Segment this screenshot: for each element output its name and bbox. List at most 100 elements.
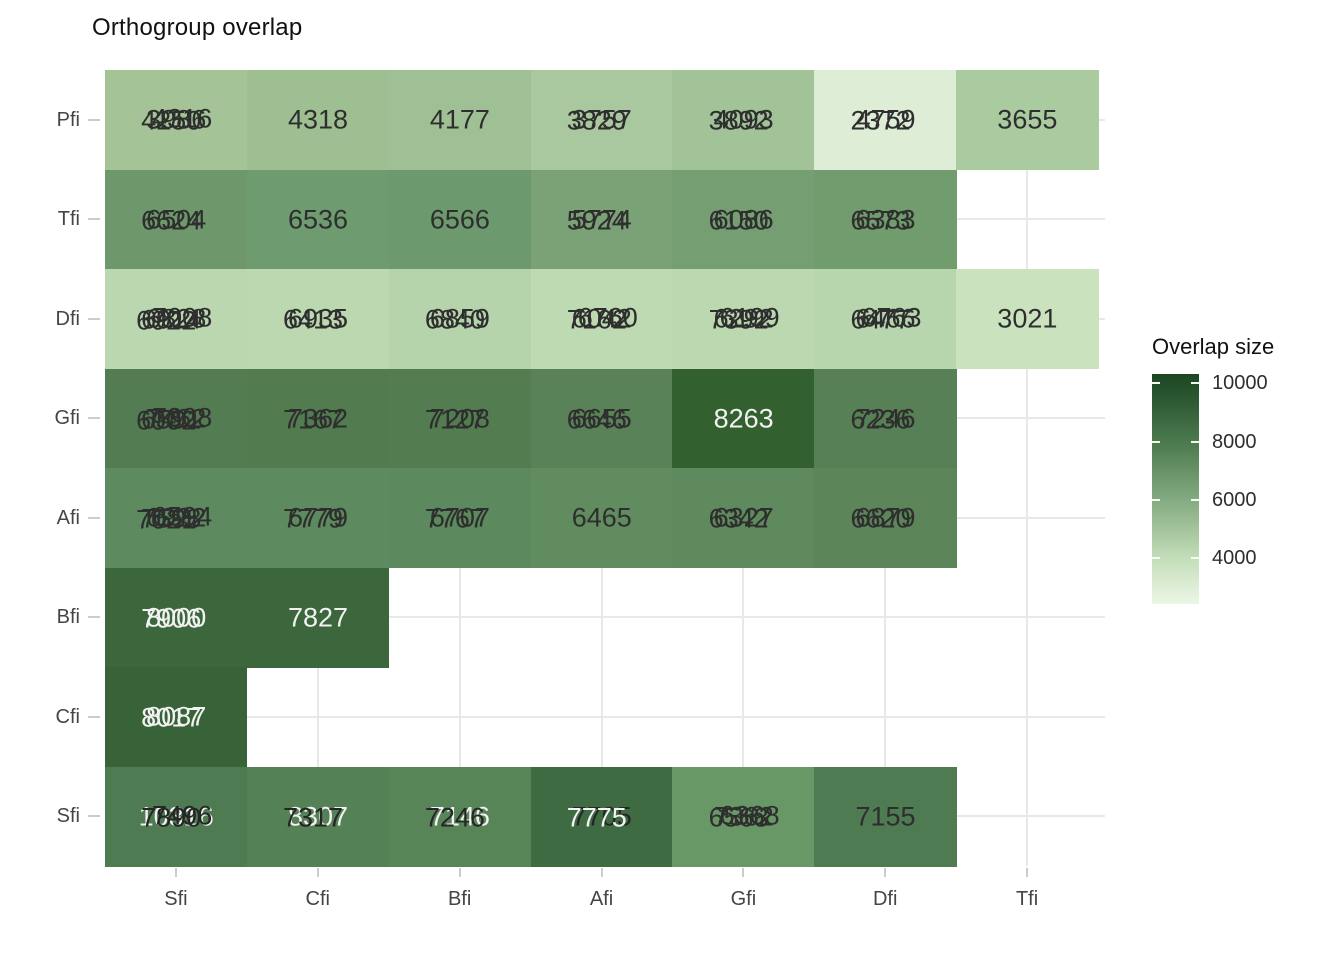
- y-axis-label-Tfi: Tfi: [57, 208, 80, 231]
- x-axis-tick: [884, 868, 887, 877]
- heatmap-tile-Sfi-Gfi: 7362 6568 6368: [672, 766, 815, 867]
- cell-value-label: 6292: [713, 303, 774, 334]
- heatmap-tile-Gfi-Dfi: 7246 6236: [814, 368, 957, 469]
- cell-value-label: 3829: [566, 105, 627, 136]
- heatmap-tile-Gfi-Afi: 6655 6646: [530, 368, 673, 469]
- legend-tick-mark: [1191, 382, 1199, 384]
- cell-value-label: 6935: [288, 303, 349, 334]
- cell-value-label: 3655: [997, 104, 1058, 135]
- cell-value-label: 7246: [424, 802, 485, 832]
- cell-value-label: 6707: [429, 502, 490, 533]
- cell-value-label: 6568: [708, 802, 769, 832]
- cell-value-label: 6828: [146, 303, 207, 334]
- cell-value-label: 7008: [152, 302, 213, 333]
- y-axis-label-Bfi: Bfi: [56, 606, 80, 629]
- heatmap-tile-Gfi-Gfi: 8263: [672, 368, 815, 469]
- cell-value-label: 3021: [997, 303, 1058, 334]
- cell-value-label: 5924: [566, 205, 627, 235]
- cell-value-label: 6383: [855, 204, 916, 234]
- cell-value-label: 8263: [713, 403, 774, 433]
- cell-value-label: 7146: [429, 801, 490, 831]
- y-axis-tick: [88, 815, 100, 818]
- cell-value-label: 6327: [713, 502, 774, 533]
- y-axis-label-Sfi: Sfi: [56, 805, 80, 828]
- cell-value-label: 2372: [850, 105, 911, 136]
- cell-value-label: 7317: [283, 802, 344, 832]
- cell-value-label: 7127: [424, 404, 485, 434]
- y-axis-tick: [88, 715, 100, 718]
- heatmap-tile-Dfi-Bfi: 6859 6840: [388, 269, 532, 369]
- cell-value-label: 7246: [855, 403, 916, 433]
- cell-value-label: 7208: [429, 403, 490, 433]
- heatmap-tile-Pfi-Gfi: 4093 3892: [672, 70, 815, 170]
- y-axis-label-Pfi: Pfi: [56, 108, 80, 131]
- y-axis-tick: [88, 218, 100, 221]
- heatmap-tile-Bfi-Sfi: 8000 7906: [105, 567, 248, 668]
- cell-value-label: 6504: [146, 204, 207, 234]
- cell-value-label: 3986: [146, 104, 207, 135]
- heatmap-tile-Dfi-Gfi: 6292 7392 6199: [672, 269, 815, 369]
- cell-value-label: 7705: [571, 801, 632, 831]
- cell-value-label: 6477: [850, 304, 911, 335]
- cell-value-label: 6573: [850, 205, 911, 235]
- heatmap-tile-Afi-Afi: 6465: [530, 468, 673, 568]
- heatmap-tile-Gfi-Bfi: 7208 7127: [388, 368, 532, 469]
- legend-tick-mark: [1191, 557, 1199, 559]
- cell-value-label: 7906: [141, 603, 202, 633]
- cell-value-label: 4177: [429, 104, 490, 135]
- chart-title: Orthogroup overlap: [92, 14, 303, 41]
- heatmap-tile-Pfi-Bfi: 4177: [388, 70, 532, 170]
- cell-value-label: 3757: [571, 104, 632, 135]
- y-axis-label-Dfi: Dfi: [55, 307, 80, 330]
- heatmap-tile-Sfi-Dfi: 7155: [814, 766, 957, 867]
- cell-value-label: 6536: [288, 204, 349, 234]
- cell-value-label: 6413: [283, 304, 344, 335]
- cell-value-label: 6594: [152, 501, 213, 532]
- cell-value-label: 4250: [141, 105, 202, 136]
- cell-value-label: 6566: [429, 204, 490, 234]
- heatmap-tile-Cfi-Sfi: 8087 8017: [105, 667, 248, 767]
- y-axis-tick: [88, 417, 100, 420]
- cell-value-label: 6760: [577, 302, 638, 333]
- legend-label-8000: 8000: [1212, 431, 1257, 453]
- heatmap-tile-Tfi-Gfi: 6086 6150: [672, 169, 815, 270]
- cell-value-label: 8000: [146, 602, 207, 632]
- heatmap-tile-Pfi-Cfi: 4318: [246, 70, 390, 170]
- heatmap-tile-Dfi-Tfi: 3021: [956, 269, 1099, 369]
- legend-tick-mark: [1191, 499, 1199, 501]
- panel-gridline-h: [105, 616, 1105, 619]
- heatmap-tile-Pfi-Sfi: 3986 4250 4316: [105, 70, 248, 170]
- cell-value-label: 6655: [571, 403, 632, 433]
- cell-value-label: 7362: [713, 801, 774, 831]
- cell-value-label: 10316: [138, 801, 214, 831]
- cell-value-label: 7021: [136, 504, 197, 535]
- cell-value-label: 6042: [571, 303, 632, 334]
- heatmap-tile-Tfi-Bfi: 6566: [388, 169, 532, 270]
- x-axis-tick: [316, 868, 319, 877]
- cell-value-label: 8307: [288, 801, 349, 831]
- y-axis-tick: [88, 118, 100, 121]
- heatmap-tile-Tfi-Sfi: 6504 6624: [105, 169, 248, 270]
- panel-gridline-v: [1026, 70, 1029, 866]
- cell-value-label: 6620: [850, 503, 911, 534]
- cell-value-label: 7779: [283, 503, 344, 534]
- y-axis-tick: [88, 516, 100, 519]
- cell-value-label: 6199: [719, 302, 780, 333]
- heatmap-tile-Pfi-Tfi: 3655: [956, 70, 1099, 170]
- heatmap-tile-Dfi-Dfi: 6466 6477 6763: [814, 269, 957, 369]
- heatmap-tile-Afi-Gfi: 6327 6342: [672, 468, 815, 568]
- cell-value-label: 7392: [708, 304, 769, 335]
- cell-value-label: 6591: [141, 404, 202, 434]
- x-axis-tick: [600, 868, 603, 877]
- heatmap-tile-Afi-Sfi: 6922 7598 6594 7021: [105, 468, 248, 568]
- heatmap-tile-Gfi-Cfi: 7362 7167: [246, 368, 390, 469]
- cell-value-label: 7767: [424, 503, 485, 534]
- x-axis-label-Afi: Afi: [589, 888, 614, 910]
- cell-value-label: 8087: [146, 701, 207, 732]
- cell-value-label: 4318: [288, 104, 349, 135]
- legend-label-6000: 6000: [1212, 489, 1257, 511]
- heatmap-tile-Afi-Bfi: 6707 7767: [388, 468, 532, 568]
- cell-value-label: 4316: [152, 103, 213, 134]
- heatmap-tile-Bfi-Cfi: 7827: [246, 567, 390, 668]
- y-axis-label-Afi: Afi: [56, 506, 80, 529]
